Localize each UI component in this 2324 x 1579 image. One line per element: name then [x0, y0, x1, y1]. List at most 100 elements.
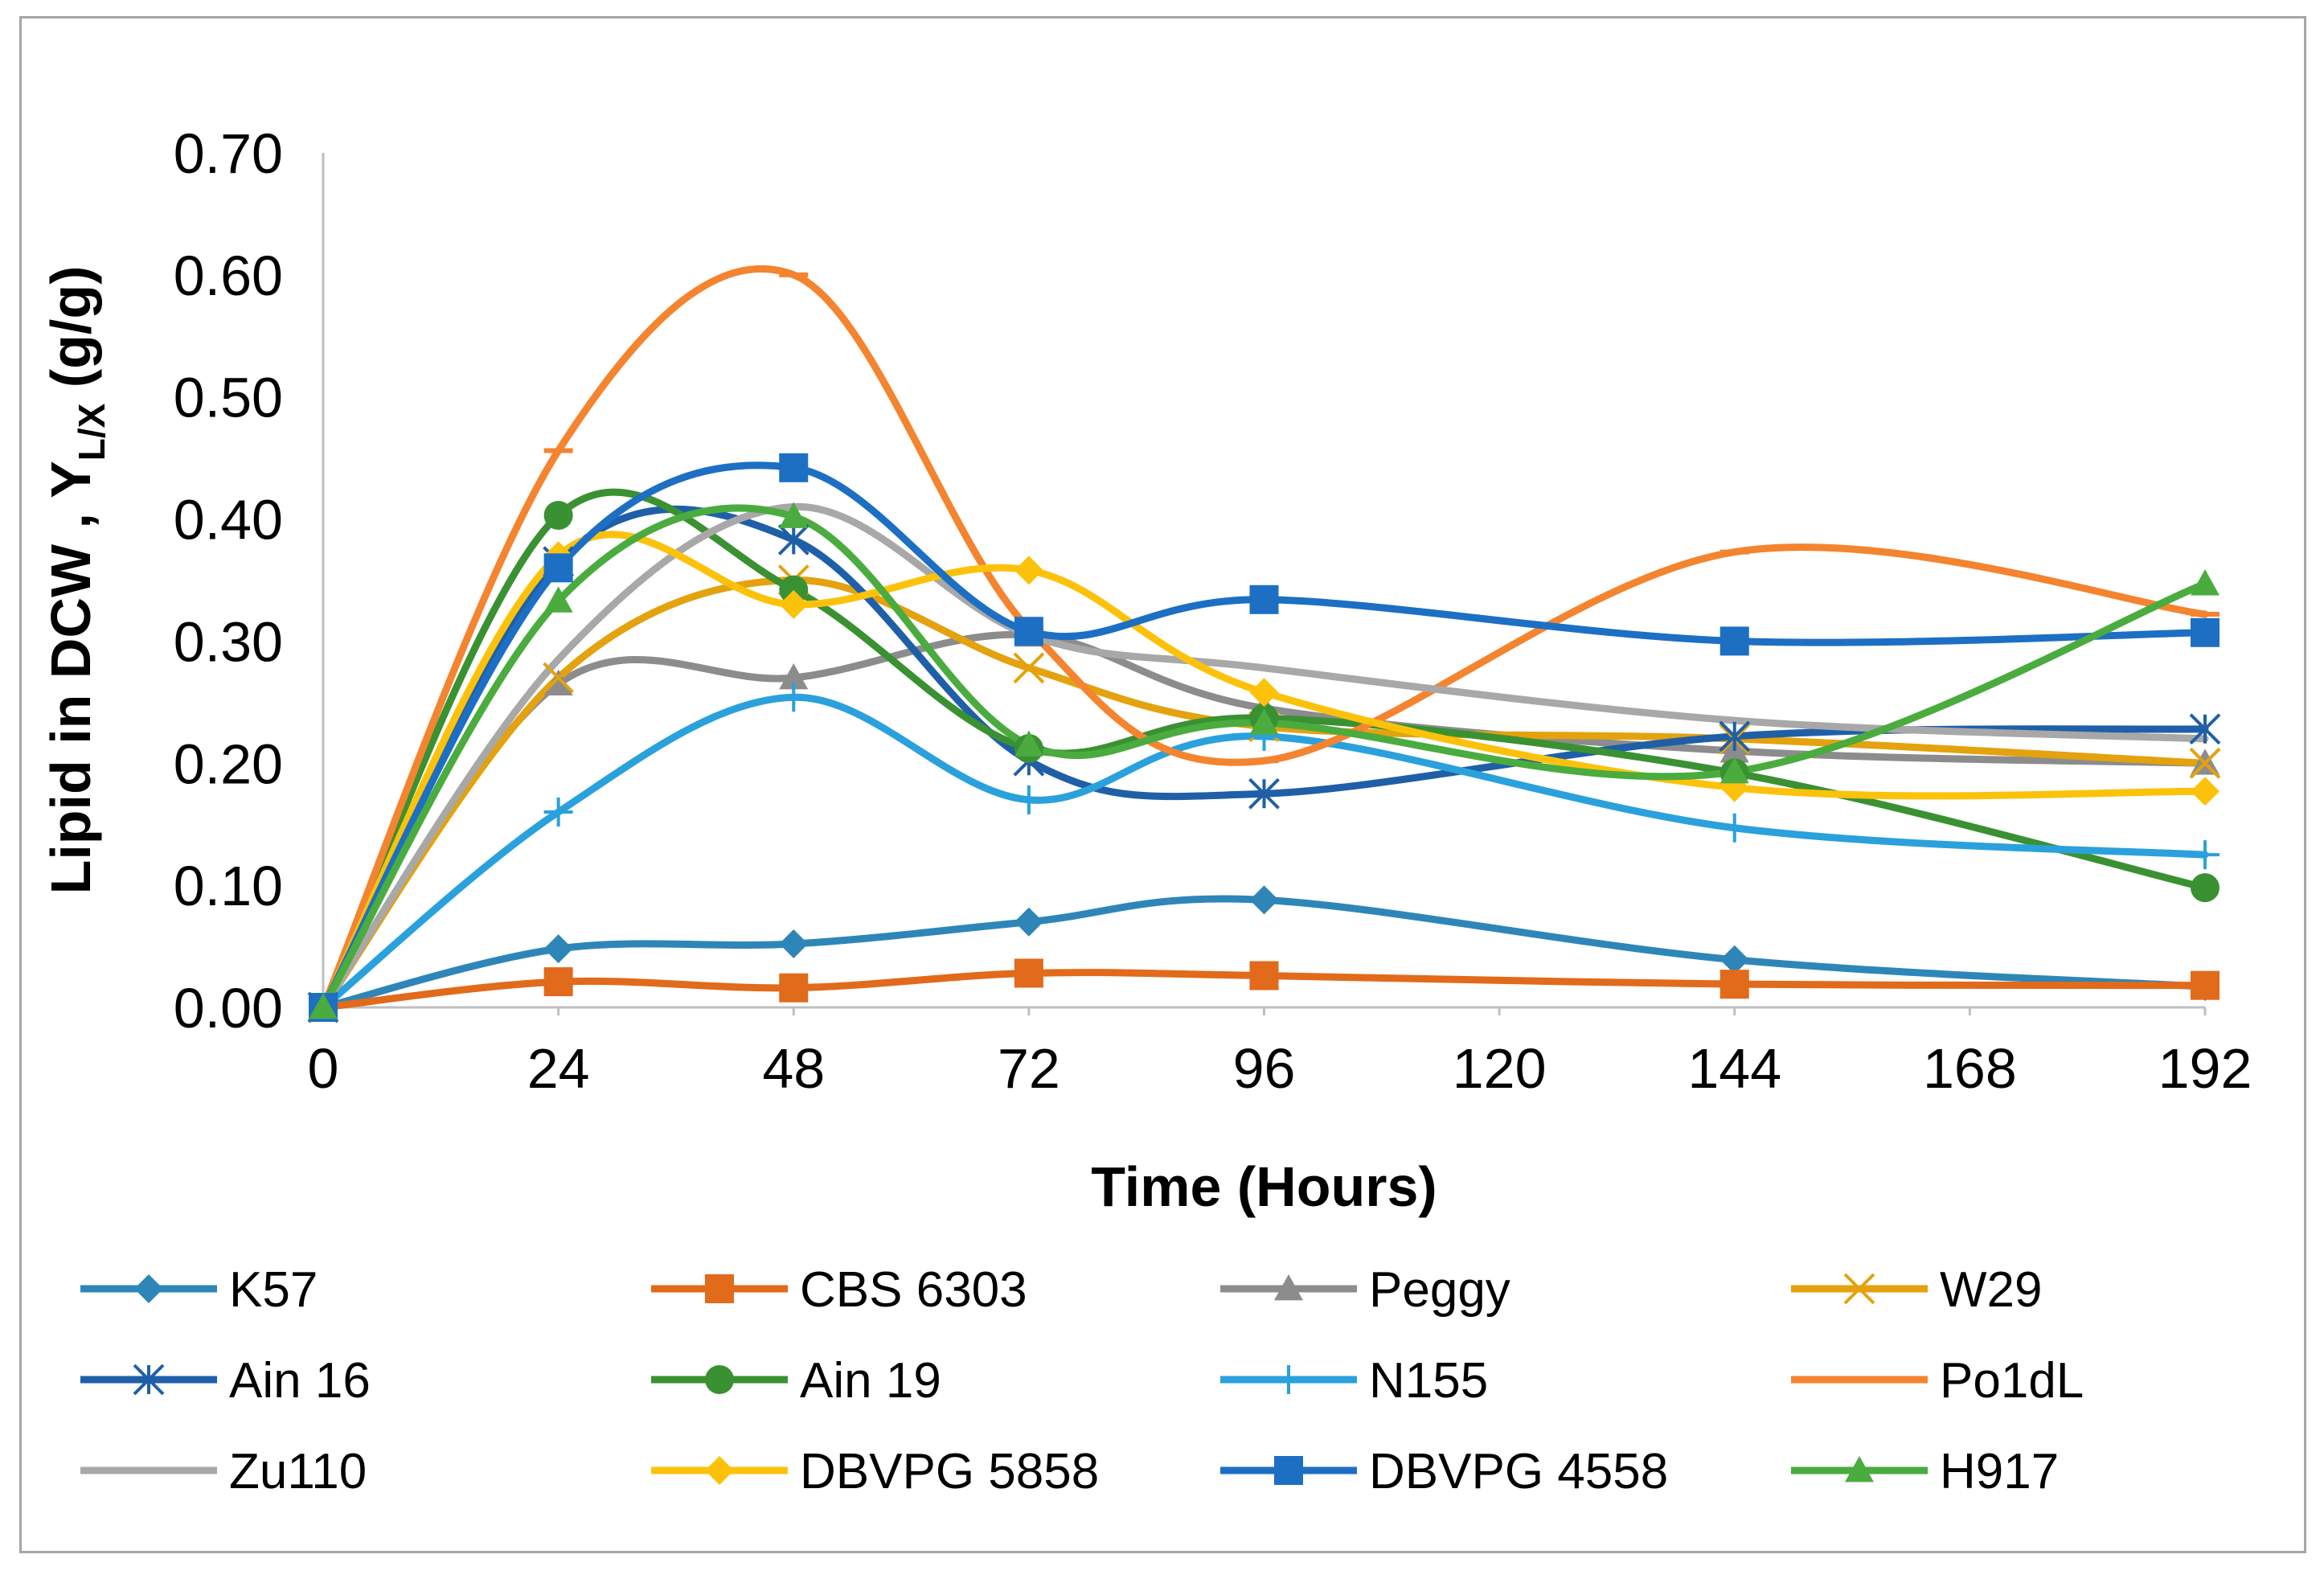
- legend-label-k57: K57: [229, 1262, 318, 1318]
- data-point-k57: [1249, 885, 1279, 915]
- data-point-n155: [1719, 813, 1749, 843]
- legend-marker-cbs-6303: [705, 1274, 734, 1303]
- data-point-n155: [779, 683, 809, 712]
- legend-marker-h917: [1845, 1456, 1874, 1483]
- legend-label-peggy: Peggy: [1369, 1262, 1510, 1318]
- legend-marker-dbvpg-5858: [705, 1456, 734, 1485]
- data-point-h917: [543, 586, 573, 613]
- legend-label-dbvpg-4558: DBVPG 4558: [1369, 1444, 1668, 1499]
- data-point-ain-16: [777, 523, 810, 556]
- y-tick-label: 0.30: [174, 610, 283, 673]
- data-point-ain-16: [2189, 713, 2221, 745]
- data-point-dbvpg-4558: [2191, 617, 2219, 647]
- legend-label-dbvpg-5858: DBVPG 5858: [800, 1444, 1099, 1499]
- data-point-ain-19: [2191, 873, 2219, 903]
- data-point-dbvpg-5858: [2191, 777, 2219, 806]
- legend-item-n155: N155: [1220, 1353, 1488, 1409]
- series-line-dbvpg-5858: [319, 531, 2209, 1011]
- legend-marker-ain-19: [705, 1365, 734, 1394]
- tick-labels: 0 24 48 72 96 120 144 168 192 0.00 0.10 0.20 0.30 0.4…: [174, 122, 2252, 1100]
- data-point-w29: [2189, 747, 2221, 779]
- y-tick-label: 0.00: [174, 977, 283, 1040]
- x-tick-label: 144: [1687, 1037, 1781, 1100]
- chart-frame: [19, 16, 2306, 1553]
- data-point-k57: [1719, 945, 1749, 974]
- series-line-k57: [319, 895, 2209, 1011]
- x-tick-label: 96: [1233, 1037, 1296, 1100]
- data-point-cbs-6303: [1719, 970, 1749, 999]
- data-point-h917: [309, 993, 338, 1019]
- x-tick-label: 120: [1453, 1037, 1547, 1100]
- y-tick-label: 0.40: [174, 489, 283, 552]
- x-tick-label: 24: [527, 1037, 590, 1100]
- data-point-peggy: [543, 669, 573, 695]
- legend-marker-ain-16: [133, 1364, 165, 1396]
- y-axis-title: Lipid in DCW , YL/X (g/g): [39, 266, 113, 895]
- data-point-k57: [543, 934, 573, 964]
- data-point-n155: [543, 798, 573, 827]
- data-point-h917: [1249, 708, 1279, 735]
- data-point-w29: [543, 662, 575, 694]
- x-tick-label: 48: [762, 1037, 825, 1100]
- legend-marker-k57: [134, 1274, 163, 1303]
- data-point-dbvpg-4558: [779, 453, 809, 482]
- data-point-peggy: [779, 662, 809, 690]
- x-tick-label: 192: [2158, 1037, 2252, 1100]
- legend-label-ain-19: Ain 19: [800, 1353, 941, 1409]
- legend-item-po1dl: Po1dL: [1791, 1353, 2084, 1409]
- y-tick-label: 0.70: [174, 122, 283, 185]
- data-point-dbvpg-4558: [1249, 584, 1279, 614]
- legend-item-peggy: Peggy: [1220, 1262, 1510, 1318]
- y-tick-label: 0.20: [174, 732, 283, 795]
- legend-item-k57: K57: [80, 1262, 318, 1318]
- data-point-ain-16: [1248, 777, 1280, 810]
- legend-marker-n155: [1274, 1365, 1303, 1394]
- legend-label-cbs-6303: CBS 6303: [800, 1262, 1027, 1318]
- legend-marker-w29: [1843, 1273, 1875, 1305]
- data-point-ain-16: [1719, 720, 1751, 753]
- data-point-cbs-6303: [1014, 958, 1043, 988]
- y-axis-title-main: Lipid in DCW , Y: [39, 461, 102, 894]
- legend-item-ain-16: Ain 16: [80, 1353, 371, 1409]
- legend-label-h917: H917: [1940, 1444, 2059, 1499]
- data-point-cbs-6303: [2191, 970, 2219, 1000]
- series-line-zu110: [319, 502, 2209, 1011]
- legend-label-zu110: Zu110: [229, 1444, 367, 1499]
- y-axis-title-subscript: L/X: [71, 403, 113, 461]
- data-point-dbvpg-5858: [779, 589, 809, 619]
- legend-marker-peggy: [1274, 1274, 1303, 1301]
- data-point-dbvpg-4558: [543, 553, 573, 583]
- legend: K57 CBS 6303 Peggy W29 Ain 16 Ain 19 N155 Po1dL…: [80, 1262, 2084, 1499]
- x-tick-label: 72: [998, 1037, 1060, 1100]
- data-point-ain-19: [779, 575, 809, 605]
- data-point-k57: [1014, 907, 1043, 937]
- data-point-dbvpg-5858: [1014, 556, 1043, 585]
- data-point-dbvpg-4558: [1014, 617, 1043, 646]
- legend-label-po1dl: Po1dL: [1940, 1353, 2084, 1409]
- x-tick-label: 168: [1923, 1037, 2017, 1100]
- data-point-ain-19: [543, 501, 573, 531]
- legend-item-dbvpg-4558: DBVPG 4558: [1220, 1444, 1668, 1499]
- data-point-dbvpg-4558: [1719, 626, 1749, 656]
- data-point-h917: [2191, 569, 2219, 596]
- legend-item-h917: H917: [1791, 1444, 2059, 1499]
- axes: [322, 153, 2207, 1015]
- legend-item-zu110: Zu110: [80, 1444, 367, 1499]
- y-axis-title-unit: (g/g): [39, 266, 102, 404]
- data-point-h917: [779, 502, 809, 528]
- y-tick-label: 0.50: [174, 367, 283, 429]
- legend-item-cbs-6303: CBS 6303: [651, 1262, 1027, 1318]
- data-point-n155: [1014, 785, 1043, 814]
- data-point-cbs-6303: [1249, 961, 1279, 990]
- data-point-h917: [1014, 730, 1043, 757]
- legend-label-w29: W29: [1940, 1262, 2042, 1318]
- data-point-w29: [1013, 652, 1045, 684]
- legend-item-w29: W29: [1791, 1262, 2042, 1318]
- data-point-n155: [2191, 840, 2219, 870]
- legend-marker-dbvpg-4558: [1274, 1456, 1303, 1485]
- series-line-cbs-6303: [319, 969, 2209, 1011]
- x-axis-title: Time (Hours): [1091, 1155, 1437, 1218]
- legend-label-ain-16: Ain 16: [229, 1353, 371, 1409]
- legend-item-ain-19: Ain 19: [651, 1353, 941, 1409]
